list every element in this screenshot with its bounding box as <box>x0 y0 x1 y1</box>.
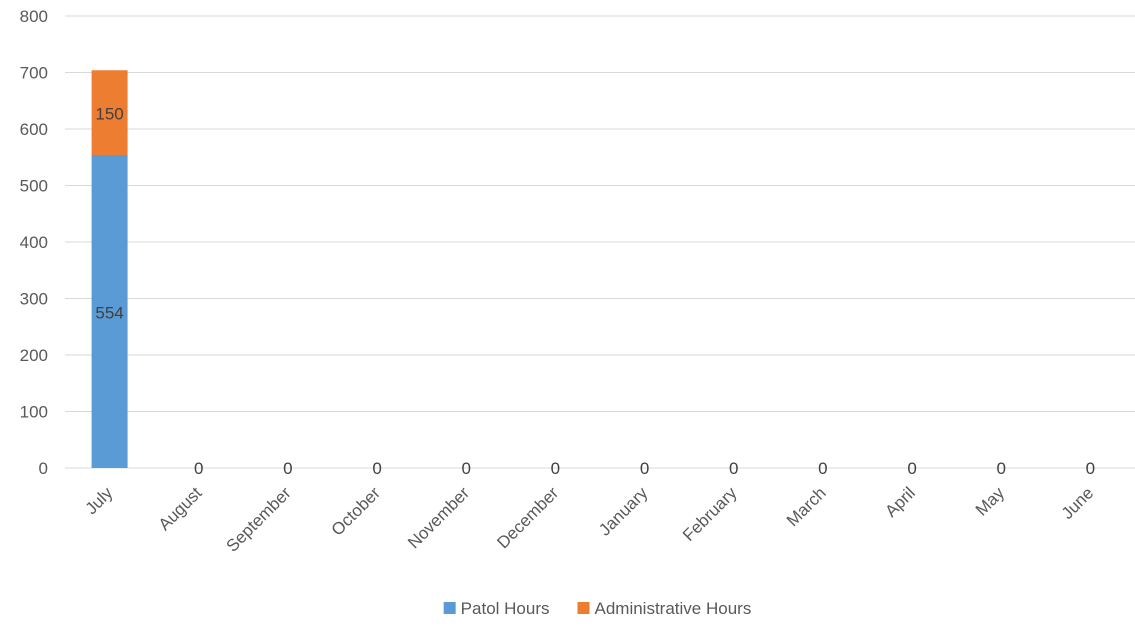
x-tick-label-march: March <box>783 483 830 530</box>
y-tick-label: 600 <box>20 120 48 139</box>
data-labels: 554 150 0 0 0 0 0 0 0 0 0 0 0 <box>95 105 1095 478</box>
x-tick-label-february: February <box>679 483 741 545</box>
data-label: 0 <box>1086 459 1095 478</box>
y-tick-label: 500 <box>20 177 48 196</box>
x-tick-label-august: August <box>155 483 206 534</box>
y-tick-label: 300 <box>20 290 48 309</box>
y-tick-label: 800 <box>20 7 48 26</box>
data-label: 0 <box>907 459 916 478</box>
bar-july-series-0 <box>91 154 128 469</box>
y-tick-label: 100 <box>20 403 48 422</box>
y-tick-label: 700 <box>20 64 48 83</box>
y-tick-label: 200 <box>20 346 48 365</box>
data-label: 0 <box>194 459 203 478</box>
x-tick-label-december: December <box>493 483 562 552</box>
legend: Patol Hours Administrative Hours <box>443 599 752 618</box>
legend-swatch-series-1 <box>577 602 590 614</box>
data-label: 0 <box>640 459 649 478</box>
data-label: 0 <box>997 459 1006 478</box>
y-tick-label: 0 <box>39 459 48 478</box>
data-label: 0 <box>729 459 738 478</box>
gridlines <box>65 15 1135 469</box>
x-tick-label-september: September <box>222 483 294 555</box>
x-tick-label-june: June <box>1058 483 1098 523</box>
legend-label-series-1: Administrative Hours <box>595 599 752 618</box>
legend-label-series-0: Patol Hours <box>461 599 550 618</box>
x-tick-label-july: July <box>82 483 117 518</box>
bar-july-series-1 <box>91 70 128 155</box>
data-label: 0 <box>462 459 471 478</box>
y-axis-ticks: 0 100 200 300 400 500 600 700 800 <box>20 7 48 478</box>
x-tick-label-may: May <box>972 483 1008 519</box>
x-tick-label-october: October <box>328 483 384 539</box>
x-tick-label-november: November <box>404 483 473 552</box>
y-tick-label: 400 <box>20 233 48 252</box>
data-label: 0 <box>818 459 827 478</box>
data-label: 554 <box>95 303 123 322</box>
x-axis-ticks: July August September October November Decemb… <box>82 483 1098 556</box>
legend-swatch-series-0 <box>443 602 456 614</box>
bars <box>91 70 128 469</box>
data-label: 0 <box>372 459 381 478</box>
x-tick-label-january: January <box>595 483 652 540</box>
data-label: 0 <box>283 459 292 478</box>
x-tick-label-april: April <box>881 483 918 520</box>
data-label: 0 <box>551 459 560 478</box>
data-label: 150 <box>95 105 123 124</box>
